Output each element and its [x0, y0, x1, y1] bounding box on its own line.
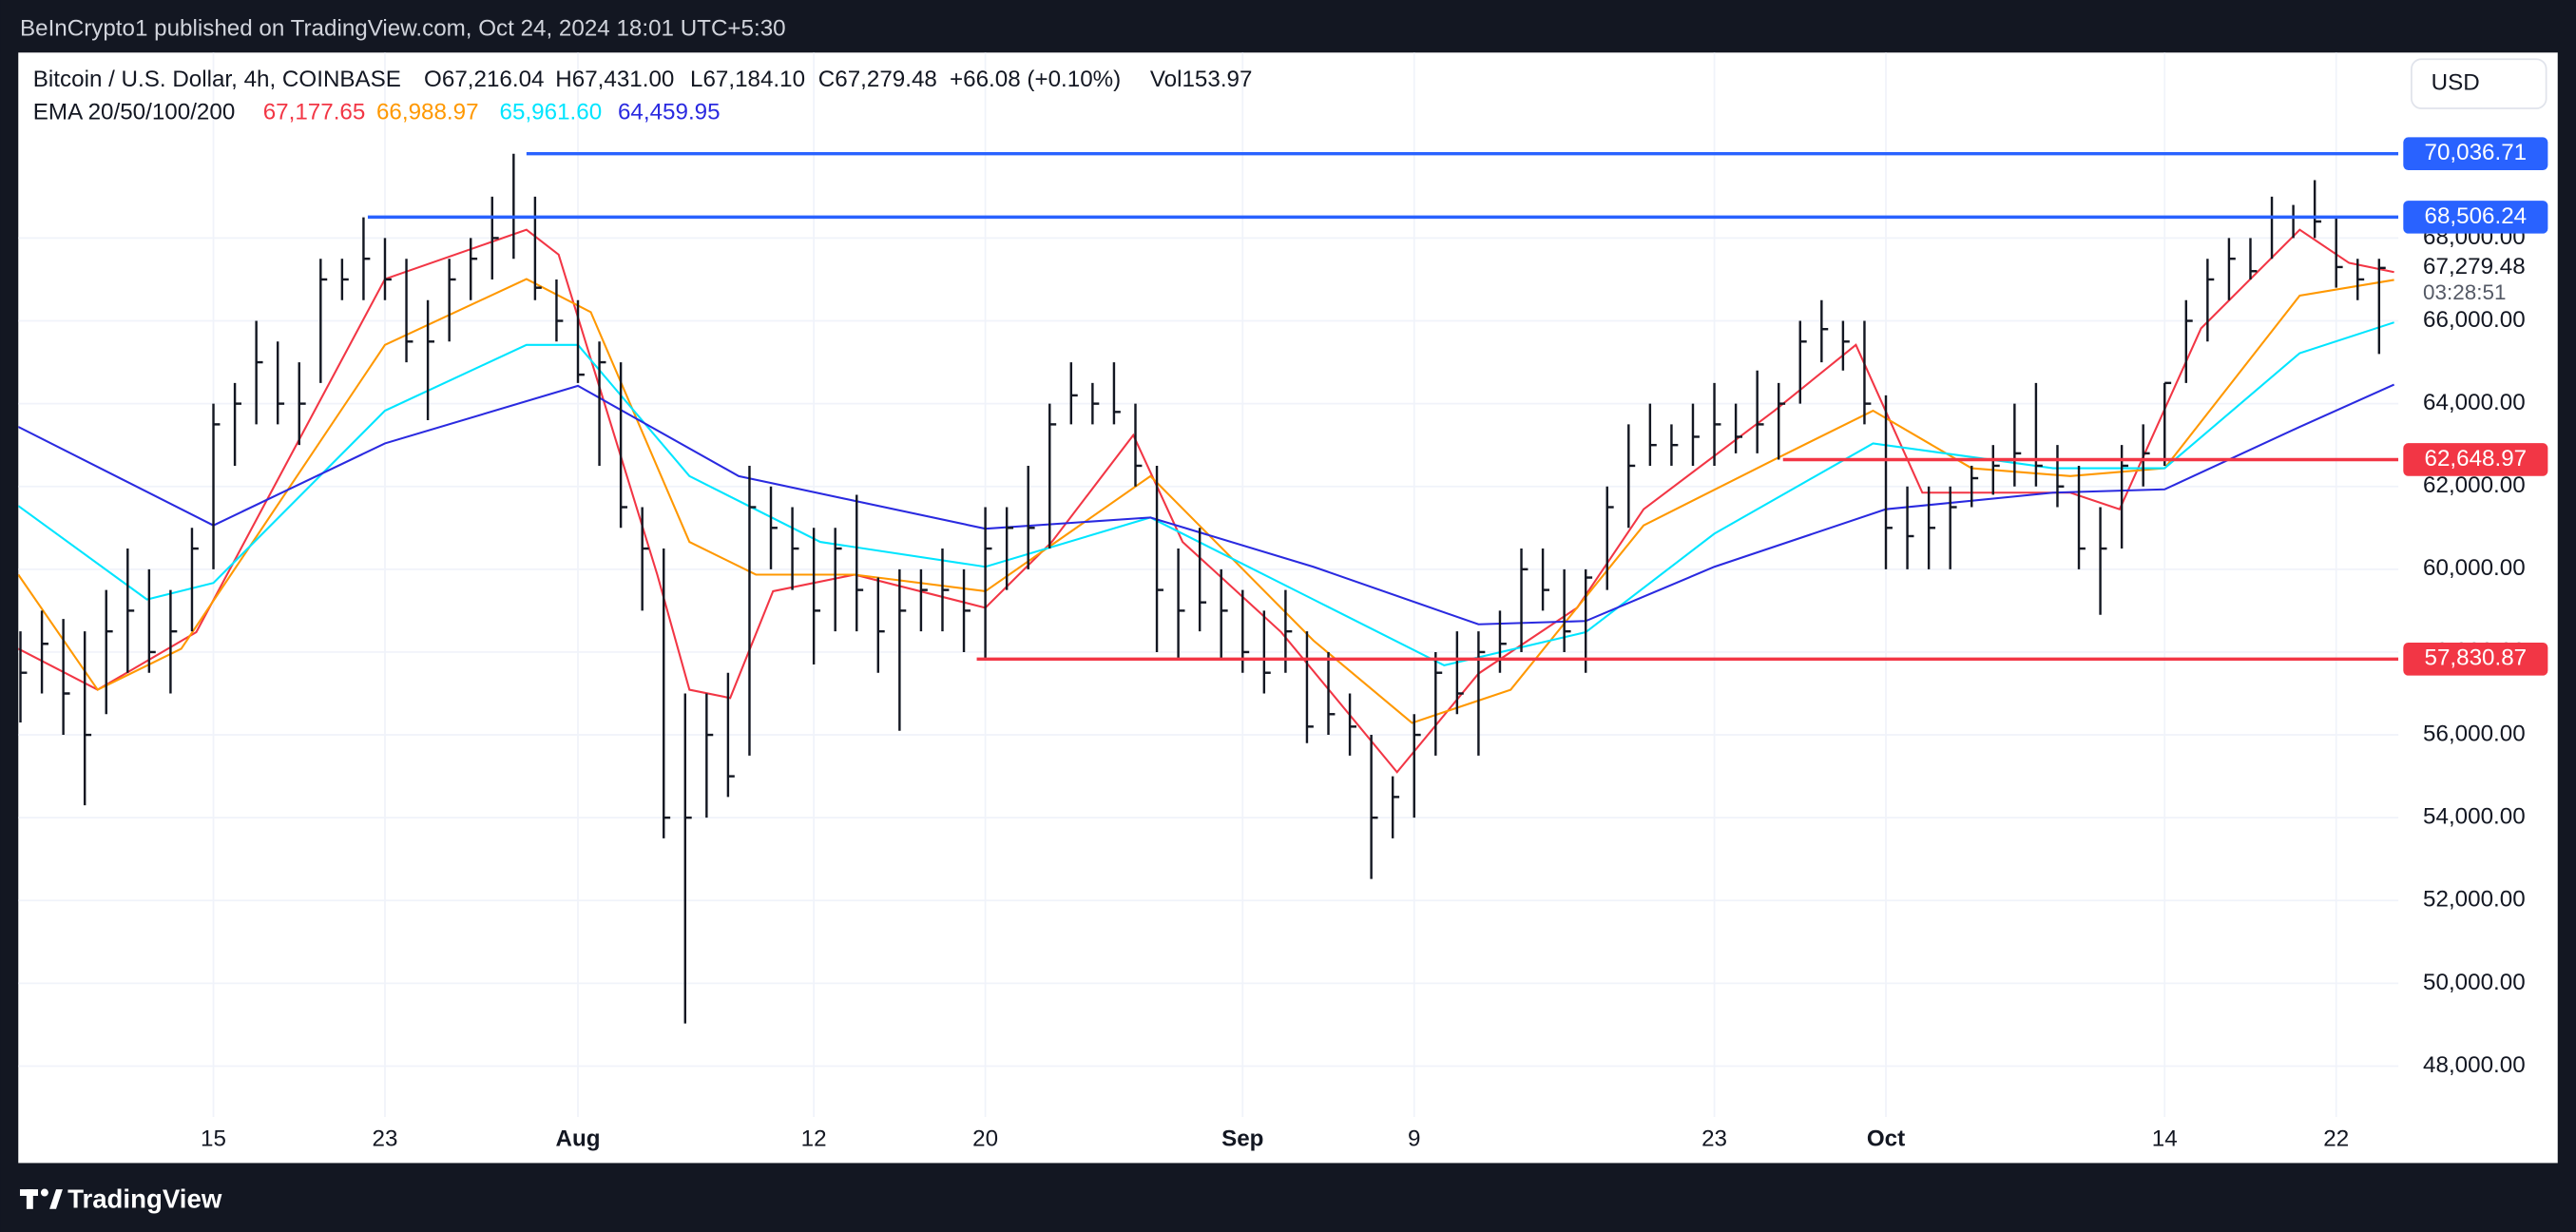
x-tick-label: 12: [801, 1126, 827, 1152]
ohlc-value: +66.08 (+0.10%): [950, 67, 1121, 92]
x-tick-label: 14: [2152, 1126, 2178, 1152]
y-tick-label: 60,000.00: [2423, 555, 2526, 581]
x-tick-label: 20: [972, 1126, 998, 1152]
ohlc-value: L67,184.10: [690, 67, 805, 92]
price-tag: 67,279.48: [2423, 254, 2526, 279]
plot-area: [18, 151, 2399, 1024]
footer-brand: TradingView: [67, 1184, 222, 1213]
y-tick-label: 66,000.00: [2423, 307, 2526, 333]
ohlc-value: O67,216.04: [424, 67, 544, 92]
x-tick-label: Sep: [1221, 1126, 1263, 1152]
ohlc-value: H67,431.00: [555, 67, 674, 92]
ema-value: 67,177.65: [263, 100, 366, 125]
symbol-title: Bitcoin / U.S. Dollar, 4h, COINBASE: [33, 67, 401, 92]
x-tick-label: 9: [1408, 1126, 1420, 1152]
level-label: 57,830.87: [2425, 645, 2528, 671]
x-tick-label: Oct: [1867, 1126, 1905, 1152]
ema-value: 64,459.95: [618, 100, 721, 125]
level-tag: [2403, 643, 2548, 676]
currency-label: USD: [2432, 70, 2480, 96]
axes: 48,000.00 50,000.00 52,000.00 54,000.00 56,0…: [201, 137, 2548, 1152]
chart-panel: [18, 52, 2558, 1164]
y-tick-label: 54,000.00: [2423, 804, 2526, 830]
ohlc-value: C67,279.48: [818, 67, 937, 92]
x-tick-label: 22: [2323, 1126, 2349, 1152]
x-tick-label: 15: [201, 1126, 226, 1152]
x-tick-label: Aug: [555, 1126, 600, 1152]
y-tick-label: 62,000.00: [2423, 472, 2526, 498]
ema-value: 65,961.60: [500, 100, 603, 125]
ohlc-value: Vol153.97: [1150, 67, 1253, 92]
x-tick-label: 23: [373, 1126, 398, 1152]
currency-button[interactable]: [2411, 58, 2547, 109]
countdown: 03:28:51: [2423, 280, 2506, 304]
level-label: 68,506.24: [2425, 203, 2528, 229]
level-tag: [2403, 137, 2548, 170]
y-tick-label: 52,000.00: [2423, 887, 2526, 913]
y-tick-label: 56,000.00: [2423, 721, 2526, 746]
level-tag: [2403, 443, 2548, 476]
publish-line: BeInCrypto1 published on TradingView.com…: [20, 15, 786, 41]
ema-line: [18, 383, 2395, 626]
y-tick-label: 50,000.00: [2423, 970, 2526, 995]
y-tick-label: 48,000.00: [2423, 1052, 2526, 1078]
level-label: 70,036.71: [2425, 140, 2528, 165]
level-label: 62,648.97: [2425, 446, 2528, 472]
x-tick-label: 23: [1701, 1126, 1727, 1152]
indicator-name: EMA 20/50/100/200: [33, 100, 235, 125]
level-tag: [2403, 201, 2548, 234]
y-tick-label: 64,000.00: [2423, 390, 2526, 415]
ema-value: 66,988.97: [376, 100, 479, 125]
footer-logo: [19, 1188, 63, 1209]
